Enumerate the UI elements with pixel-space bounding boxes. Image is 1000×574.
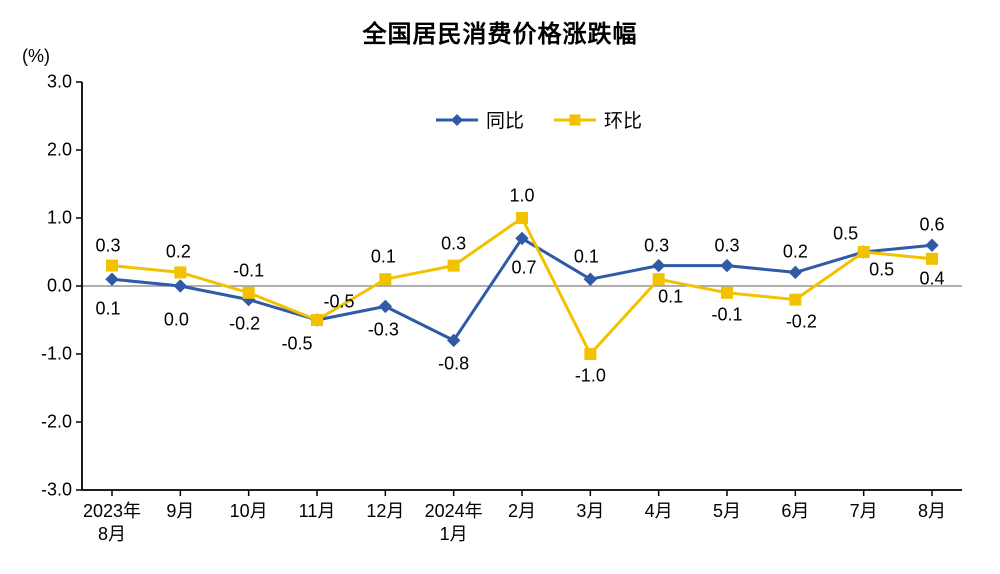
- data-label: 0.1: [574, 247, 599, 268]
- legend-label: 同比: [486, 106, 524, 133]
- data-label: 0.7: [511, 258, 536, 279]
- data-label: 0.1: [658, 287, 683, 308]
- data-label: -0.2: [786, 311, 817, 332]
- data-label: -0.3: [368, 320, 399, 341]
- data-label: 0.1: [95, 299, 120, 320]
- xtick-label: 12月: [366, 500, 404, 523]
- ytick-label: 2.0: [12, 140, 72, 161]
- data-label: 0.1: [371, 247, 396, 268]
- xtick-label: 6月: [781, 500, 809, 523]
- data-label: -0.2: [229, 313, 260, 334]
- data-label: 0.3: [95, 235, 120, 256]
- legend-item: 同比: [434, 106, 524, 133]
- data-label: 0.3: [714, 235, 739, 256]
- ytick-label: -2.0: [12, 412, 72, 433]
- xtick-label: 5月: [713, 500, 741, 523]
- chart-title: 全国居民消费价格涨跌幅: [0, 14, 1000, 49]
- data-label: 0.2: [166, 242, 191, 263]
- xtick-label: 7月: [850, 500, 878, 523]
- ytick-label: 1.0: [12, 208, 72, 229]
- data-label: 0.3: [441, 233, 466, 254]
- xtick-label: 10月: [230, 500, 268, 523]
- xtick-label: 8月: [918, 500, 946, 523]
- data-label: -0.1: [233, 260, 264, 281]
- xtick-label: 2023年 8月: [83, 500, 141, 545]
- data-label: 0.5: [833, 224, 858, 245]
- data-label: 1.0: [509, 186, 534, 207]
- data-label: 0.5: [869, 260, 894, 281]
- data-label: 0.4: [919, 268, 944, 289]
- data-label: 0.0: [164, 310, 189, 331]
- xtick-label: 3月: [576, 500, 604, 523]
- plot-area: [0, 0, 1000, 574]
- xtick-label: 9月: [166, 500, 194, 523]
- ytick-label: 0.0: [12, 276, 72, 297]
- data-label: -0.5: [281, 334, 312, 355]
- data-label: -1.0: [575, 366, 606, 387]
- xtick-label: 11月: [299, 500, 336, 523]
- data-label: 0.6: [919, 215, 944, 236]
- data-label: -0.5: [323, 292, 354, 313]
- ytick-label: -3.0: [12, 480, 72, 501]
- data-label: -0.8: [438, 354, 469, 375]
- ytick-label: -1.0: [12, 344, 72, 365]
- data-label: -0.1: [711, 304, 742, 325]
- xtick-label: 4月: [645, 500, 673, 523]
- legend-label: 环比: [604, 106, 642, 133]
- legend: 同比 环比: [434, 106, 642, 133]
- legend-item: 环比: [552, 106, 642, 133]
- xtick-label: 2024年 1月: [425, 500, 483, 545]
- cpi-chart: 全国居民消费价格涨跌幅 (%) 3.0 2.0 1.0 0.0 -1.0 -2.0 -3.0…: [0, 0, 1000, 574]
- xtick-label: 2月: [508, 500, 536, 523]
- data-label: 0.2: [783, 242, 808, 263]
- unit-label: (%): [22, 46, 50, 67]
- ytick-label: 3.0: [12, 72, 72, 93]
- data-label: 0.3: [644, 235, 669, 256]
